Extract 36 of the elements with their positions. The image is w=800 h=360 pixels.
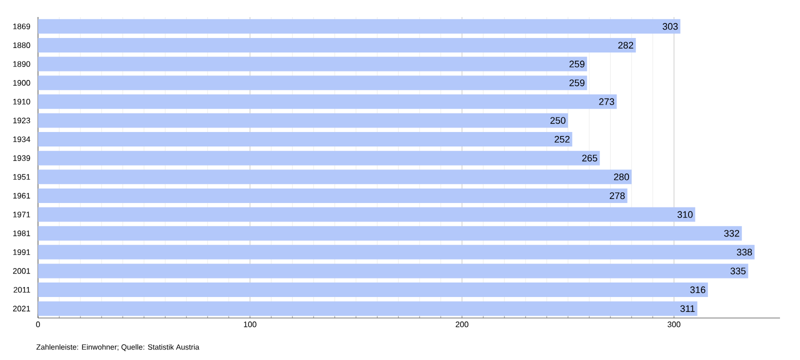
y-tick-label: 1890 bbox=[13, 61, 30, 67]
y-tick-label: 1880 bbox=[13, 42, 30, 48]
data-label: 280 bbox=[614, 174, 630, 180]
y-tick-label: 1910 bbox=[13, 98, 30, 104]
data-label: 282 bbox=[618, 42, 634, 49]
data-label: 335 bbox=[730, 268, 746, 274]
data-label: 265 bbox=[582, 154, 598, 162]
data-label: 311 bbox=[680, 305, 695, 312]
x-tick-label: 0 bbox=[36, 322, 40, 328]
y-tick-label: 2011 bbox=[14, 286, 30, 293]
y-tick-label: 1939 bbox=[13, 155, 30, 161]
data-label: 259 bbox=[570, 79, 584, 86]
y-tick-label: 1971 bbox=[13, 212, 30, 218]
data-label: 252 bbox=[554, 136, 570, 143]
y-tick-label: 2001 bbox=[13, 268, 30, 274]
data-label: 316 bbox=[690, 286, 706, 294]
y-tick-label: 1923 bbox=[13, 118, 30, 124]
y-tick-label: 1869 bbox=[13, 24, 30, 30]
y-tick-label: 1981 bbox=[13, 230, 30, 236]
x-tick-label: 100 bbox=[244, 322, 256, 328]
data-label: 273 bbox=[599, 98, 614, 106]
data-label: 338 bbox=[736, 248, 752, 256]
y-tick-label: 1961 bbox=[13, 192, 30, 199]
data-label: 303 bbox=[662, 23, 678, 30]
x-tick-label: 200 bbox=[456, 322, 468, 328]
y-tick-label: 1900 bbox=[13, 80, 30, 86]
data-label: 250 bbox=[550, 117, 566, 124]
data-label: 310 bbox=[678, 211, 693, 218]
x-tick-label: 300 bbox=[668, 322, 680, 328]
y-tick-label: 1991 bbox=[13, 249, 30, 255]
data-label: 332 bbox=[724, 230, 740, 237]
y-tick-label: 2021 bbox=[13, 306, 30, 312]
y-tick-label: 1934 bbox=[13, 136, 30, 142]
y-tick-label: 1951 bbox=[13, 174, 30, 180]
data-label: 259 bbox=[570, 60, 584, 68]
data-label: 278 bbox=[610, 192, 625, 200]
